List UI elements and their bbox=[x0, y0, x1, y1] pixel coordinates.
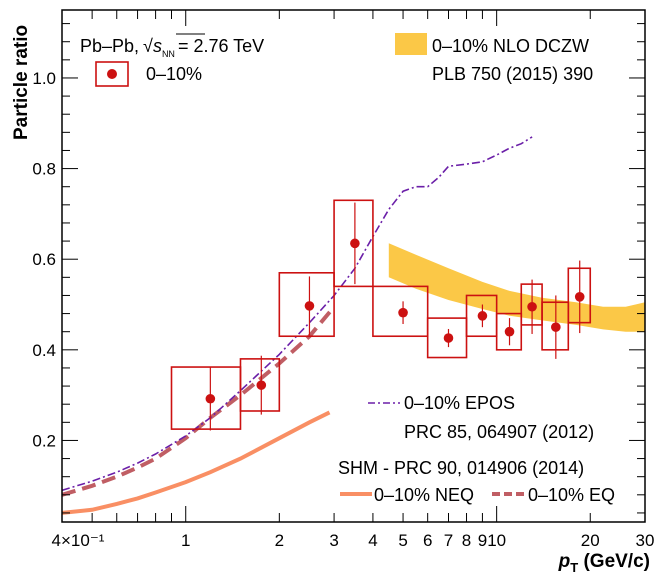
system-text: Pb–Pb, bbox=[80, 36, 139, 56]
data-point-9 bbox=[551, 322, 561, 332]
data-point-1 bbox=[256, 380, 267, 390]
data-sys-box-2 bbox=[278, 271, 335, 338]
x-tick-label-5: 5 bbox=[398, 531, 407, 550]
x-tick-label-12: 30 bbox=[636, 531, 655, 550]
x-tick-label-0: 4×10⁻¹ bbox=[52, 531, 105, 550]
axis-layer: 4×10⁻¹ 1 2 3 4 5 6 7 8 9 10 20 30 0.2 0.4 0.6 0.8 1.0 bbox=[32, 10, 654, 550]
legend-nlo-swatch bbox=[395, 33, 427, 55]
data-point-2 bbox=[304, 301, 315, 311]
data-point-10 bbox=[574, 292, 585, 302]
x-tick-label-2: 2 bbox=[275, 531, 284, 550]
data-sys-box-1 bbox=[239, 358, 281, 412]
legend-epos-label: 0–10% EPOS bbox=[404, 393, 515, 413]
shm-reference: SHM - PRC 90, 014906 (2014) bbox=[338, 458, 584, 478]
y-tick-label-0: 0.2 bbox=[32, 431, 56, 450]
nn-subscript: NN bbox=[162, 49, 175, 59]
data-point-0 bbox=[205, 393, 216, 404]
plot-layer bbox=[62, 136, 645, 515]
epos-reference: PRC 85, 064907 (2012) bbox=[404, 422, 594, 442]
data-sys-box-3 bbox=[333, 199, 374, 288]
x-tick-label-3: 3 bbox=[329, 531, 338, 550]
plot-frame bbox=[61, 9, 646, 523]
x-tick-label-4: 4 bbox=[368, 531, 377, 550]
legend-data-marker bbox=[107, 69, 117, 79]
data-point-3 bbox=[350, 238, 360, 249]
x-tick-label-7: 7 bbox=[444, 531, 453, 550]
x-axis-title-subscript: T bbox=[570, 560, 578, 575]
data-point-5 bbox=[443, 333, 454, 343]
y-axis-title: Particle ratio bbox=[11, 25, 32, 140]
x-tick-label-9: 9 bbox=[478, 531, 487, 550]
x-axis-title-unit: (GeV/c) bbox=[578, 551, 650, 572]
neq-curve bbox=[62, 410, 331, 515]
x-tick-label-10: 10 bbox=[487, 531, 506, 550]
y-tick-label-1: 0.4 bbox=[32, 341, 56, 360]
nlo-reference: PLB 750 (2015) 390 bbox=[432, 64, 593, 84]
s-nn-letter: s bbox=[153, 36, 162, 56]
x-axis-title-p: p bbox=[558, 551, 571, 572]
x-tick-label-8: 8 bbox=[462, 531, 471, 550]
x-tick-label-1: 1 bbox=[181, 531, 190, 550]
x-axis-title: pT (GeV/c) bbox=[558, 551, 650, 575]
x-tick-label-6: 6 bbox=[423, 531, 432, 550]
eq-curve bbox=[62, 305, 336, 497]
data-sys-box-4 bbox=[372, 285, 429, 338]
legend-neq-label: 0–10% NEQ bbox=[374, 485, 474, 505]
data-point-6 bbox=[477, 311, 488, 321]
data-sys-box-9 bbox=[541, 301, 570, 351]
legend-data-box bbox=[95, 61, 129, 87]
data-point-7 bbox=[504, 326, 515, 337]
data-sys-box-7 bbox=[495, 312, 523, 351]
plot-content bbox=[62, 136, 645, 515]
data-sys-box-5 bbox=[426, 317, 468, 359]
data-point-4 bbox=[398, 307, 408, 318]
data-point-8 bbox=[527, 301, 537, 312]
legend-data-label: 0–10% bbox=[146, 64, 202, 84]
nlo-band bbox=[388, 243, 645, 332]
x-tick-label-11: 20 bbox=[581, 531, 600, 550]
legend-nlo-label: 0–10% NLO DCZW bbox=[432, 36, 589, 56]
y-tick-label-4: 1.0 bbox=[32, 69, 56, 88]
collision-system-label: Pb–Pb, √sNN = 2.76 TeV bbox=[80, 36, 264, 59]
y-tick-label-3: 0.8 bbox=[32, 160, 56, 179]
sqrt-symbol: √ bbox=[143, 36, 153, 56]
y-tick-label-2: 0.6 bbox=[32, 250, 56, 269]
legend-eq-label: 0–10% EQ bbox=[528, 485, 615, 505]
energy-text: = 2.76 TeV bbox=[178, 36, 264, 56]
